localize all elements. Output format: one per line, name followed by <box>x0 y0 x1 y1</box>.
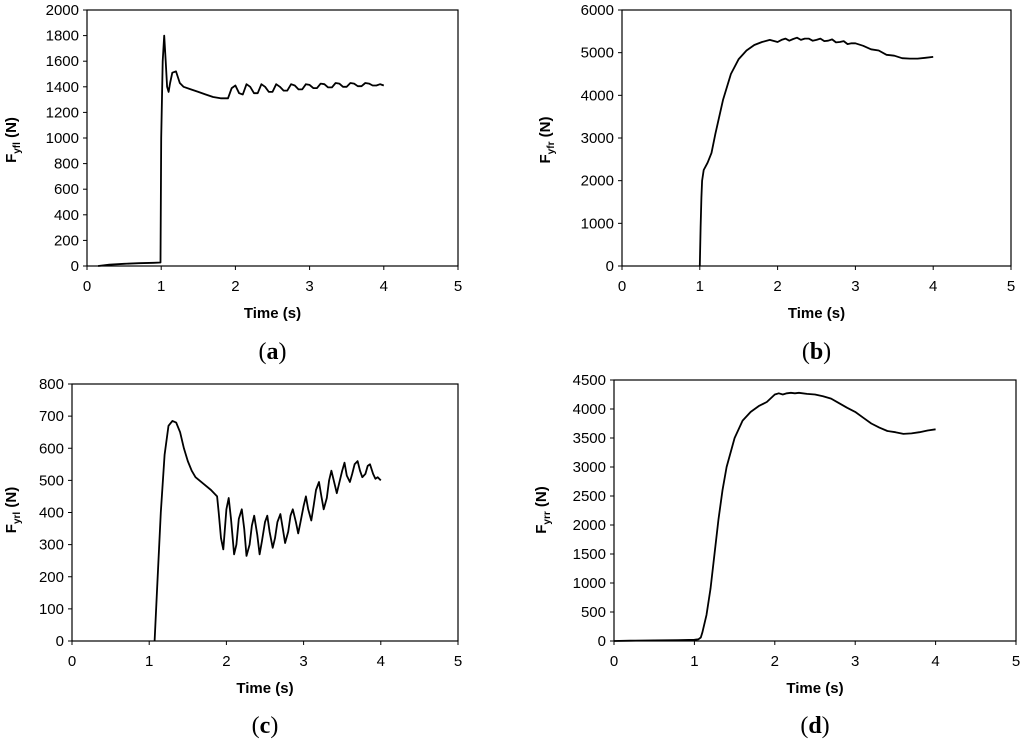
chart-panel-c: 0 100 200 300 400 500 600 700 800 0 1 2 3 4 5 Time (s) F… <box>3 376 462 739</box>
x-axis-label: Time (s) <box>788 305 845 322</box>
y-tick-label: 1000 <box>581 215 614 232</box>
y-tick-label: 100 <box>39 601 64 618</box>
y-tick-label: 4000 <box>573 401 606 418</box>
x-tick-label: 3 <box>305 278 313 295</box>
chart-panel-b: 0 1000 2000 3000 4000 5000 6000 0 1 2 3 4 5 Time (s) F… <box>537 2 1015 365</box>
x-tick-label: 2 <box>773 278 781 295</box>
panel-caption: (a) <box>259 339 287 365</box>
x-tick-label: 4 <box>377 653 385 670</box>
x-tick-label: 5 <box>1007 278 1015 295</box>
panel-caption: (d) <box>800 713 829 739</box>
y-tick-label: 400 <box>39 505 64 522</box>
x-tick-label: 5 <box>1012 653 1020 670</box>
x-tick-label: 1 <box>157 278 165 295</box>
plot-frame <box>613 379 1017 642</box>
y-tick-label: 600 <box>54 181 79 198</box>
y-tick-label: 800 <box>39 376 64 393</box>
y-axis-label: Fyfr (N) <box>537 117 557 164</box>
y-tick-label: 0 <box>598 633 606 650</box>
plot-frame <box>621 9 1012 267</box>
x-tick-label: 2 <box>231 278 239 295</box>
y-tick-label: 6000 <box>581 2 614 19</box>
x-tick-label: 2 <box>222 653 230 670</box>
x-tick-label: 0 <box>618 278 626 295</box>
y-tick-label: 500 <box>581 604 606 621</box>
y-tick-label: 300 <box>39 537 64 554</box>
panel-caption: (c) <box>252 713 279 739</box>
x-tick-label: 5 <box>454 653 462 670</box>
chart-panel-d: 0 500 1000 1500 2000 2500 3000 3500 4000 4500 0 1 2 3… <box>533 372 1020 739</box>
y-tick-label: 400 <box>54 207 79 224</box>
y-tick-label: 2000 <box>46 2 79 19</box>
x-axis-label: Time (s) <box>236 680 293 697</box>
x-tick-label: 2 <box>771 653 779 670</box>
panel-caption: (b) <box>802 339 831 365</box>
series-line-d <box>613 391 936 642</box>
y-tick-label: 200 <box>39 569 64 586</box>
x-tick-label: 3 <box>851 278 859 295</box>
plot-frame <box>71 383 459 642</box>
y-tick-label: 1800 <box>46 28 79 45</box>
y-tick-label: 5000 <box>581 45 614 62</box>
x-tick-label: 4 <box>380 278 388 295</box>
x-tick-label: 1 <box>690 653 698 670</box>
y-tick-label: 1000 <box>573 575 606 592</box>
y-tick-label: 2000 <box>581 173 614 190</box>
y-tick-label: 3000 <box>581 130 614 147</box>
x-tick-label: 1 <box>696 278 704 295</box>
x-axis-label: Time (s) <box>244 305 301 322</box>
y-axis-label: Fyrr (N) <box>533 486 553 534</box>
y-tick-label: 3500 <box>573 430 606 447</box>
y-tick-label: 1000 <box>46 130 79 147</box>
y-tick-label: 500 <box>39 472 64 489</box>
y-tick-label: 4000 <box>581 87 614 104</box>
y-tick-label: 0 <box>606 258 614 275</box>
y-axis-label: Fyrl (N) <box>3 487 23 533</box>
y-tick-label: 1200 <box>46 104 79 121</box>
x-tick-label: 4 <box>929 278 937 295</box>
x-tick-label: 3 <box>851 653 859 670</box>
x-tick-label: 1 <box>145 653 153 670</box>
y-tick-label: 0 <box>56 633 64 650</box>
y-tick-label: 0 <box>71 258 79 275</box>
x-tick-label: 0 <box>83 278 91 295</box>
y-tick-label: 600 <box>39 440 64 457</box>
x-tick-label: 3 <box>299 653 307 670</box>
y-tick-label: 1600 <box>46 53 79 70</box>
y-tick-label: 3000 <box>573 459 606 476</box>
x-tick-label: 5 <box>454 278 462 295</box>
y-axis-label: Fyfl (N) <box>3 117 23 163</box>
x-tick-label: 4 <box>931 653 939 670</box>
series-line-c <box>153 420 382 642</box>
series-line-b <box>698 36 934 267</box>
x-tick-label: 0 <box>68 653 76 670</box>
y-tick-label: 2500 <box>573 488 606 505</box>
y-tick-label: 2000 <box>573 517 606 534</box>
y-tick-label: 1500 <box>573 546 606 563</box>
y-tick-label: 4500 <box>573 372 606 389</box>
x-tick-label: 0 <box>610 653 618 670</box>
y-tick-label: 700 <box>39 408 64 425</box>
x-axis-label: Time (s) <box>786 680 843 697</box>
y-tick-label: 200 <box>54 232 79 249</box>
chart-panel-a: 0 200 400 600 800 1000 1200 1400 1600 1800 2000 0 1 2… <box>3 2 462 365</box>
series-line-a <box>97 34 385 267</box>
plot-frame <box>86 9 459 267</box>
y-tick-label: 800 <box>54 156 79 173</box>
y-tick-label: 1400 <box>46 79 79 96</box>
